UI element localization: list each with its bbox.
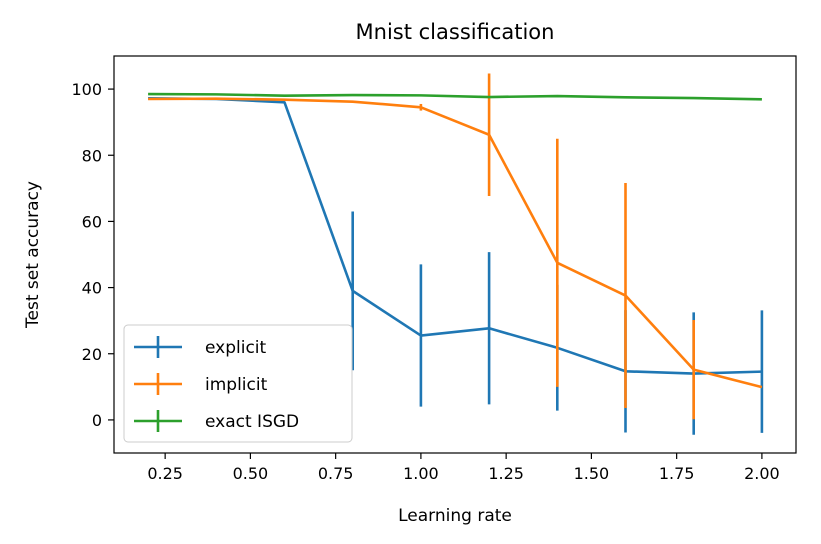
x-tick-label: 2.00 [744, 464, 780, 483]
legend-label: explicit [205, 338, 267, 358]
y-axis-label: Test set accuracy [23, 181, 43, 329]
y-tick-label: 60 [82, 212, 102, 231]
y-axis: 0 20 40 60 80 100 [71, 80, 114, 430]
x-axis: 0.25 0.50 0.75 1.00 1.25 1.50 1.75 2.00 [147, 453, 780, 483]
series-line [148, 97, 763, 389]
x-tick-label: 1.50 [574, 464, 610, 483]
series-implicit [148, 73, 763, 420]
y-tick-label: 20 [82, 345, 102, 364]
y-tick-label: 40 [82, 279, 102, 298]
y-tick-label: 80 [82, 146, 102, 165]
legend-label: implicit [205, 375, 268, 395]
plot-area [148, 73, 764, 435]
x-axis-label: Learning rate [398, 506, 512, 526]
y-tick-label: 0 [92, 411, 102, 430]
chart-title: Mnist classification [356, 20, 555, 44]
plot-frame [113, 55, 797, 454]
x-tick-label: 0.25 [147, 464, 183, 483]
series-line [148, 97, 762, 375]
x-tick-label: 0.50 [233, 464, 269, 483]
y-tick-label: 100 [71, 80, 102, 99]
legend-label: exact ISGD [205, 412, 299, 432]
x-tick-label: 1.00 [403, 464, 439, 483]
legend: explicit implicit exact ISGD [123, 324, 353, 443]
series-exact-isgd [148, 92, 763, 101]
series-line [148, 92, 762, 101]
legend-box [123, 324, 353, 443]
x-tick-label: 1.25 [488, 464, 524, 483]
x-tick-label: 1.75 [659, 464, 695, 483]
x-tick-label: 0.75 [318, 464, 354, 483]
